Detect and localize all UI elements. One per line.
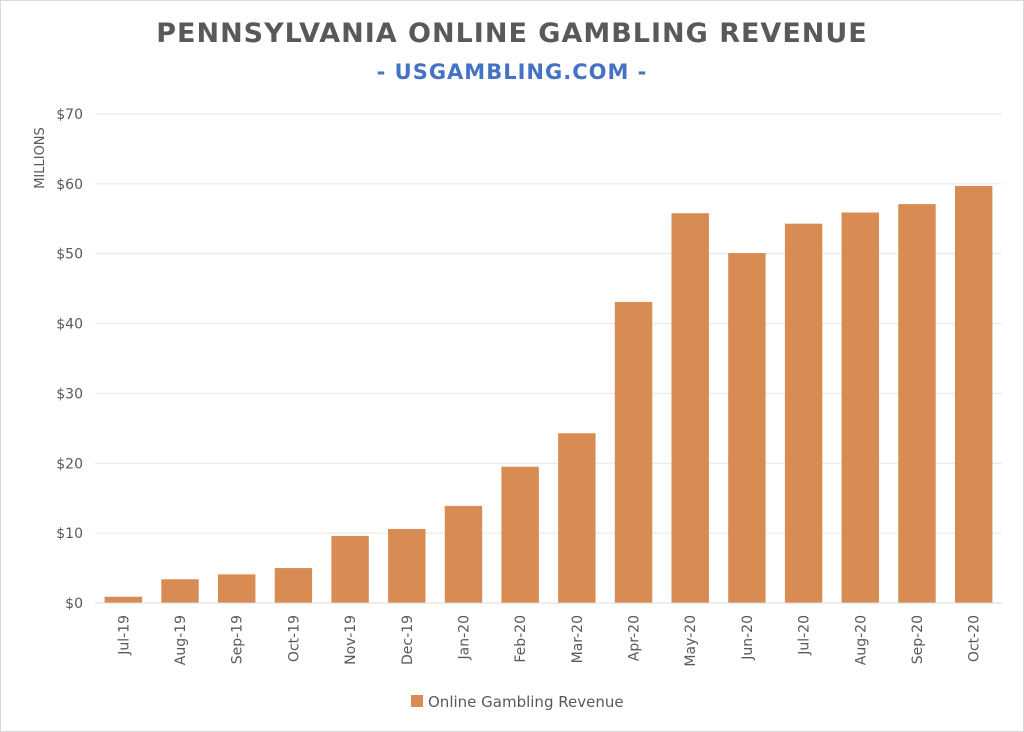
x-tick-label: May-20 (683, 615, 699, 667)
x-tick-label: Aug-19 (173, 615, 189, 665)
legend: Online Gambling Revenue (411, 693, 624, 711)
y-axis-label: MILLIONS (33, 127, 48, 189)
bar-feb-20 (501, 466, 539, 603)
legend-label: Online Gambling Revenue (428, 693, 624, 711)
x-tick-label: Mar-20 (570, 615, 586, 663)
bar-dec-19 (388, 528, 426, 603)
x-tick-label: Sep-19 (230, 615, 246, 664)
bar-oct-19 (274, 568, 313, 603)
bar-jul-19 (104, 596, 143, 603)
legend-swatch (411, 695, 423, 707)
x-tick-label: Nov-19 (343, 615, 359, 665)
x-tick-label: Jul-20 (797, 615, 813, 656)
y-tick-label: $60 (56, 177, 83, 193)
x-axis-ticks: Jul-19 Aug-19 Sep-19 Oct-19 Nov-19 Dec-19 Jan-… (116, 615, 982, 667)
bar-oct-20 (954, 185, 993, 603)
chart-title: PENNSYLVANIA ONLINE GAMBLING REVENUE (156, 18, 868, 49)
x-tick-label: Aug-20 (853, 615, 869, 665)
y-tick-label: $40 (56, 317, 83, 333)
y-tick-label: $30 (56, 386, 83, 402)
y-tick-label: $0 (65, 596, 83, 612)
bar-jan-20 (444, 505, 483, 603)
bar-sep-19 (218, 574, 256, 603)
y-axis-ticks: $0 $10 $20 $30 $40 $50 $60 $70 (56, 107, 83, 612)
y-tick-label: $70 (56, 107, 83, 123)
bar-jun-20 (728, 253, 766, 603)
x-tick-label: Jan-20 (456, 615, 472, 660)
bars (104, 185, 993, 603)
y-tick-label: $10 (56, 526, 83, 542)
bar-jul-20 (784, 223, 823, 603)
chart-subtitle: - USGAMBLING.COM - (376, 60, 648, 84)
bar-may-20 (671, 213, 709, 603)
bar-apr-20 (614, 301, 653, 603)
x-tick-label: Jun-20 (740, 615, 756, 661)
x-tick-label: Oct-20 (967, 615, 983, 662)
x-tick-label: Jul-19 (116, 615, 132, 656)
bar-nov-19 (331, 535, 369, 603)
bar-aug-19 (161, 579, 199, 603)
x-tick-label: Sep-20 (910, 615, 926, 664)
bar-mar-20 (558, 433, 596, 603)
x-tick-label: Feb-20 (513, 615, 529, 663)
y-tick-label: $50 (56, 247, 83, 263)
x-tick-label: Oct-19 (286, 615, 302, 662)
y-tick-label: $20 (56, 456, 83, 472)
x-tick-label: Apr-20 (627, 615, 643, 661)
bar-sep-20 (898, 204, 936, 603)
x-tick-label: Dec-19 (400, 615, 416, 665)
bar-aug-20 (841, 212, 879, 603)
